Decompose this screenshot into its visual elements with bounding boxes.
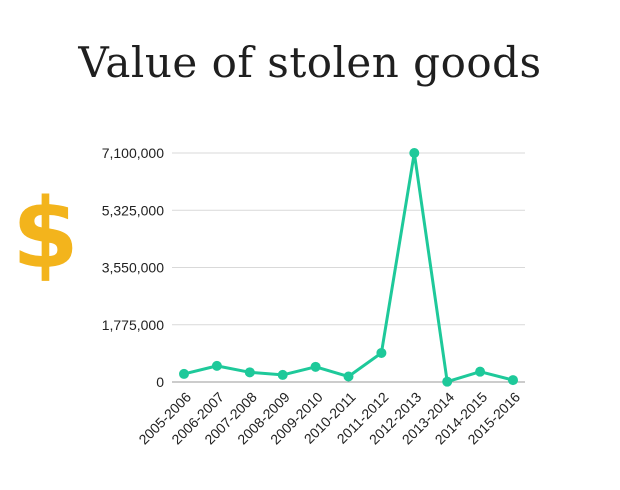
dollar-sign-icon: $ bbox=[12, 178, 79, 290]
data-point bbox=[409, 148, 420, 158]
gridlines bbox=[172, 152, 525, 383]
y-tick-label: 5,325,000 bbox=[102, 202, 164, 218]
page-title: Value of stolen goods bbox=[78, 38, 542, 87]
data-point bbox=[244, 367, 255, 378]
data-point bbox=[211, 360, 222, 371]
data-point bbox=[277, 369, 288, 380]
data-point bbox=[376, 347, 387, 358]
y-tick-label: 0 bbox=[156, 374, 164, 390]
data-point bbox=[508, 375, 518, 386]
series-points bbox=[179, 148, 518, 387]
data-point bbox=[475, 366, 486, 377]
data-point bbox=[310, 361, 321, 372]
y-axis-labels: 0 1,775,000 3,550,000 5,325,000 7,100,000 bbox=[102, 145, 165, 390]
x-axis-labels: 2005-20062006-20072007-20082008-20092009… bbox=[135, 389, 523, 448]
y-tick-label: 7,100,000 bbox=[102, 145, 164, 161]
data-point bbox=[442, 376, 453, 387]
y-tick-label: 3,550,000 bbox=[102, 260, 164, 276]
y-tick-label: 1,775,000 bbox=[102, 317, 164, 333]
data-point bbox=[343, 371, 354, 382]
data-point bbox=[179, 368, 189, 379]
